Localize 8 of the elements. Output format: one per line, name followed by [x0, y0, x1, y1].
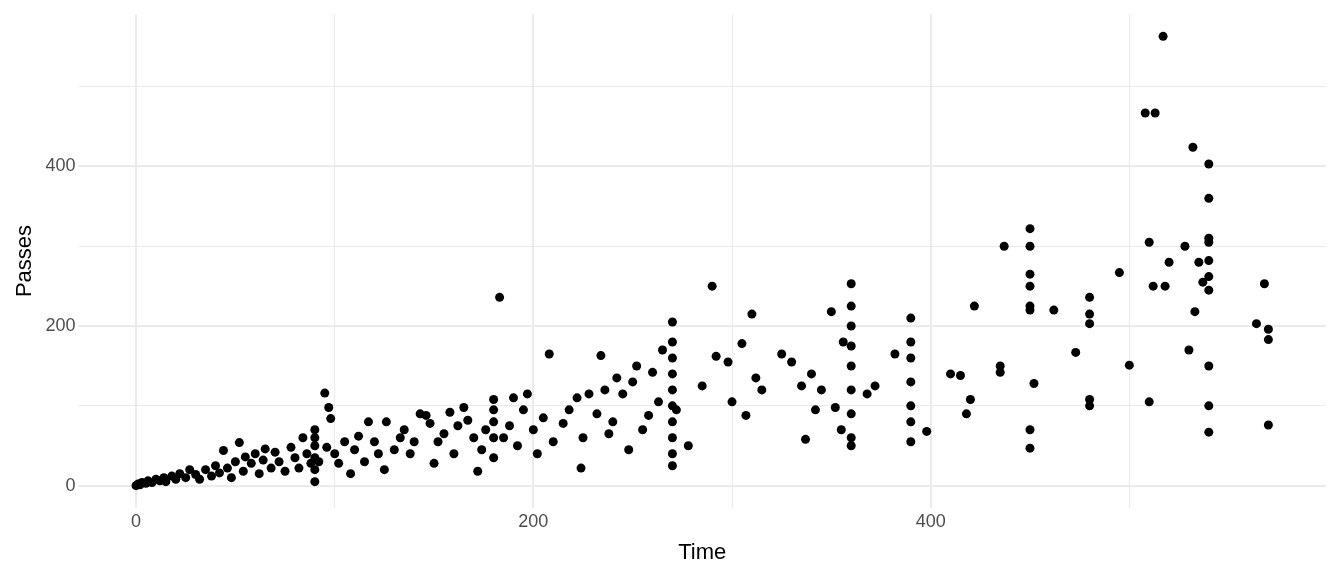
- x-tick-label: 400: [915, 510, 946, 531]
- x-tick-label: 0: [131, 510, 142, 531]
- y-axis-title: Passes: [11, 224, 37, 298]
- y-tick-label: 400: [45, 155, 76, 176]
- y-tick-label: 0: [65, 474, 76, 495]
- x-tick-label: 200: [518, 510, 549, 531]
- y-tick-label: 200: [45, 315, 76, 336]
- x-axis-title: Time: [678, 538, 727, 564]
